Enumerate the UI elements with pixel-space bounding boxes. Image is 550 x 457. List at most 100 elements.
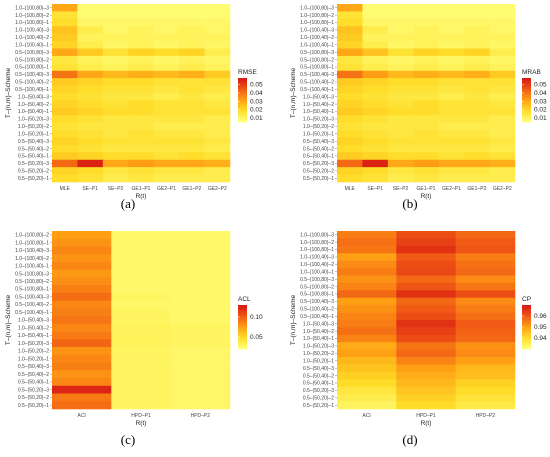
heatmap-cell	[464, 144, 490, 153]
legend-gradient-step	[522, 82, 531, 84]
heatmap-cell	[77, 152, 104, 161]
heatmap-cell	[153, 107, 180, 116]
heatmap-cell	[455, 297, 516, 306]
heatmap-cell	[52, 385, 112, 394]
heatmap-cell	[464, 48, 490, 57]
heatmap-cell	[387, 137, 414, 146]
heatmap-cell	[52, 130, 78, 138]
legend-gradient-step	[522, 87, 531, 90]
heatmap-cell	[396, 297, 456, 306]
heatmap-cell	[52, 323, 112, 332]
heatmap-cell	[438, 159, 465, 168]
heatmap-cell	[464, 93, 490, 101]
heatmap-cell	[464, 115, 490, 123]
row-tick-label: 0.5–(100,80)–3	[15, 271, 49, 277]
heatmap-cell	[489, 63, 516, 72]
heatmap-cell	[170, 347, 231, 356]
legend-tick-label: 0.10	[250, 314, 263, 321]
heatmap-cell	[413, 144, 440, 153]
column-tick-label: GE1–P2	[182, 186, 201, 192]
heatmap-cell	[170, 378, 231, 387]
legend-gradient-step	[238, 329, 247, 331]
heatmap-cell	[111, 393, 171, 402]
heatmap-panel-4: 1.0–(100,80)–3 1.0–(100,80)–21.0–(100,80)…	[290, 231, 547, 447]
heatmap-cell	[362, 100, 389, 109]
heatmap-cell	[396, 364, 456, 373]
heatmap-cell	[396, 342, 456, 350]
row-tick-label: 1.0–(100,80)–1	[300, 247, 334, 253]
heatmap-cell	[52, 18, 78, 27]
heatmap-cell	[52, 261, 112, 270]
heatmap-cell	[413, 137, 440, 146]
heatmap-cell	[438, 85, 465, 94]
heatmap-cell	[111, 261, 171, 270]
row-tick-label: 0.5–(100,80)–1	[300, 292, 334, 298]
heatmap-cell	[489, 48, 516, 57]
heatmap-cell	[204, 100, 231, 109]
legend-gradient-step	[522, 95, 531, 97]
heatmap-cell	[179, 11, 205, 20]
heatmap-cell	[204, 174, 231, 183]
legend-tick-label: 0.02	[534, 107, 547, 114]
heatmap-cell	[170, 385, 231, 394]
row-tick-label: 1.0–(50,40)–1	[303, 109, 334, 115]
row-tick-label: 0.5–(100,80)–3	[15, 50, 49, 56]
heatmap-cell	[153, 115, 180, 123]
heatmap-cell	[489, 167, 516, 175]
legend-gradient-step	[238, 95, 247, 97]
row-tick-label: 0.5–(50,20)–3	[303, 161, 334, 167]
heatmap-cell	[337, 18, 363, 27]
heatmap-cell	[413, 11, 440, 20]
heatmap-cell	[77, 78, 104, 86]
heatmap-cell	[77, 48, 104, 57]
heatmap-cell	[337, 386, 397, 395]
legend-gradient-step	[522, 102, 531, 104]
heatmap-cell	[204, 144, 231, 153]
heatmap-cell	[337, 55, 363, 64]
heatmap-cell	[204, 85, 231, 94]
heatmap-cell	[337, 231, 397, 239]
heatmap-cell	[337, 305, 397, 313]
heatmap-cell	[413, 18, 440, 27]
legend-gradient-step	[522, 331, 531, 333]
heatmap-cell	[179, 18, 205, 27]
heatmap-cell	[489, 130, 516, 138]
heatmap-cell	[52, 370, 112, 379]
row-tick-label: 0.5–(100,80)–2	[300, 57, 334, 63]
heatmap-cell	[204, 152, 231, 161]
legend-gradient-step	[238, 112, 247, 114]
heatmap-cell	[362, 18, 389, 27]
heatmap-cell	[52, 339, 112, 348]
row-tick-label: 0.5–(100,40)–3	[15, 294, 49, 300]
legend-gradient-step	[522, 81, 531, 83]
heatmap-cell	[179, 159, 205, 168]
legend-gradient-step	[522, 78, 531, 80]
heatmap-cell	[387, 93, 414, 101]
heatmap-cell	[387, 41, 414, 49]
heatmap-cell	[77, 63, 104, 72]
heatmap-cell	[337, 401, 397, 410]
legend-tick-label: 0.95	[534, 324, 547, 331]
row-tick-label: 1.0–(50,40)–3	[303, 94, 334, 100]
legend-gradient-step	[522, 98, 531, 101]
heatmap-cell	[52, 4, 78, 12]
heatmap-cell	[337, 334, 397, 343]
heatmap-cell	[438, 55, 465, 64]
row-tick-label: 1.0–(100,80)–1	[15, 20, 49, 26]
heatmap-cell	[362, 33, 389, 42]
heatmap-cell	[204, 33, 231, 42]
heatmap-cell	[464, 63, 490, 72]
heatmap-cell	[455, 379, 516, 388]
legend-gradient-step	[238, 344, 247, 346]
row-tick-label: 0.5–(50,40)–3	[303, 139, 334, 145]
legend-gradient-step	[238, 328, 247, 330]
heatmap-cell	[204, 11, 231, 20]
legend-gradient-step	[238, 83, 247, 85]
legend-gradient-step	[522, 341, 531, 343]
heatmap-cell	[464, 107, 490, 116]
column-tick-label: SE–P2	[393, 186, 409, 192]
heatmap-cell	[52, 93, 78, 101]
heatmap-cell	[464, 18, 490, 27]
heatmap-cell	[102, 55, 129, 64]
legend-gradient-step	[238, 342, 247, 344]
